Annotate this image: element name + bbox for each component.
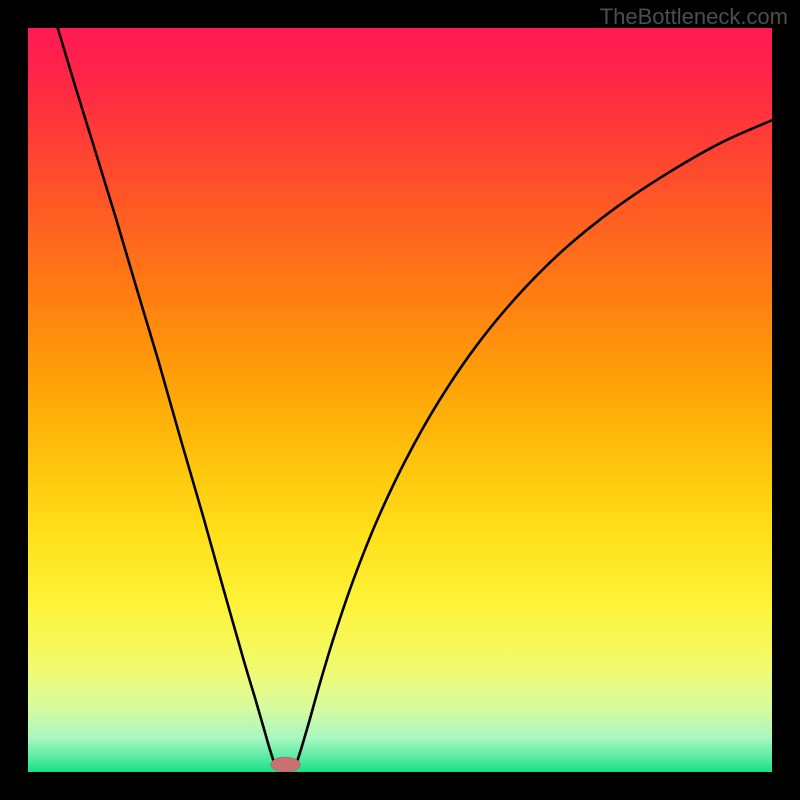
chart-stage: TheBottleneck.com <box>0 0 800 800</box>
plot-background <box>28 28 772 772</box>
minimum-marker <box>271 757 301 772</box>
watermark-text: TheBottleneck.com <box>600 4 788 30</box>
chart-svg <box>0 0 800 800</box>
